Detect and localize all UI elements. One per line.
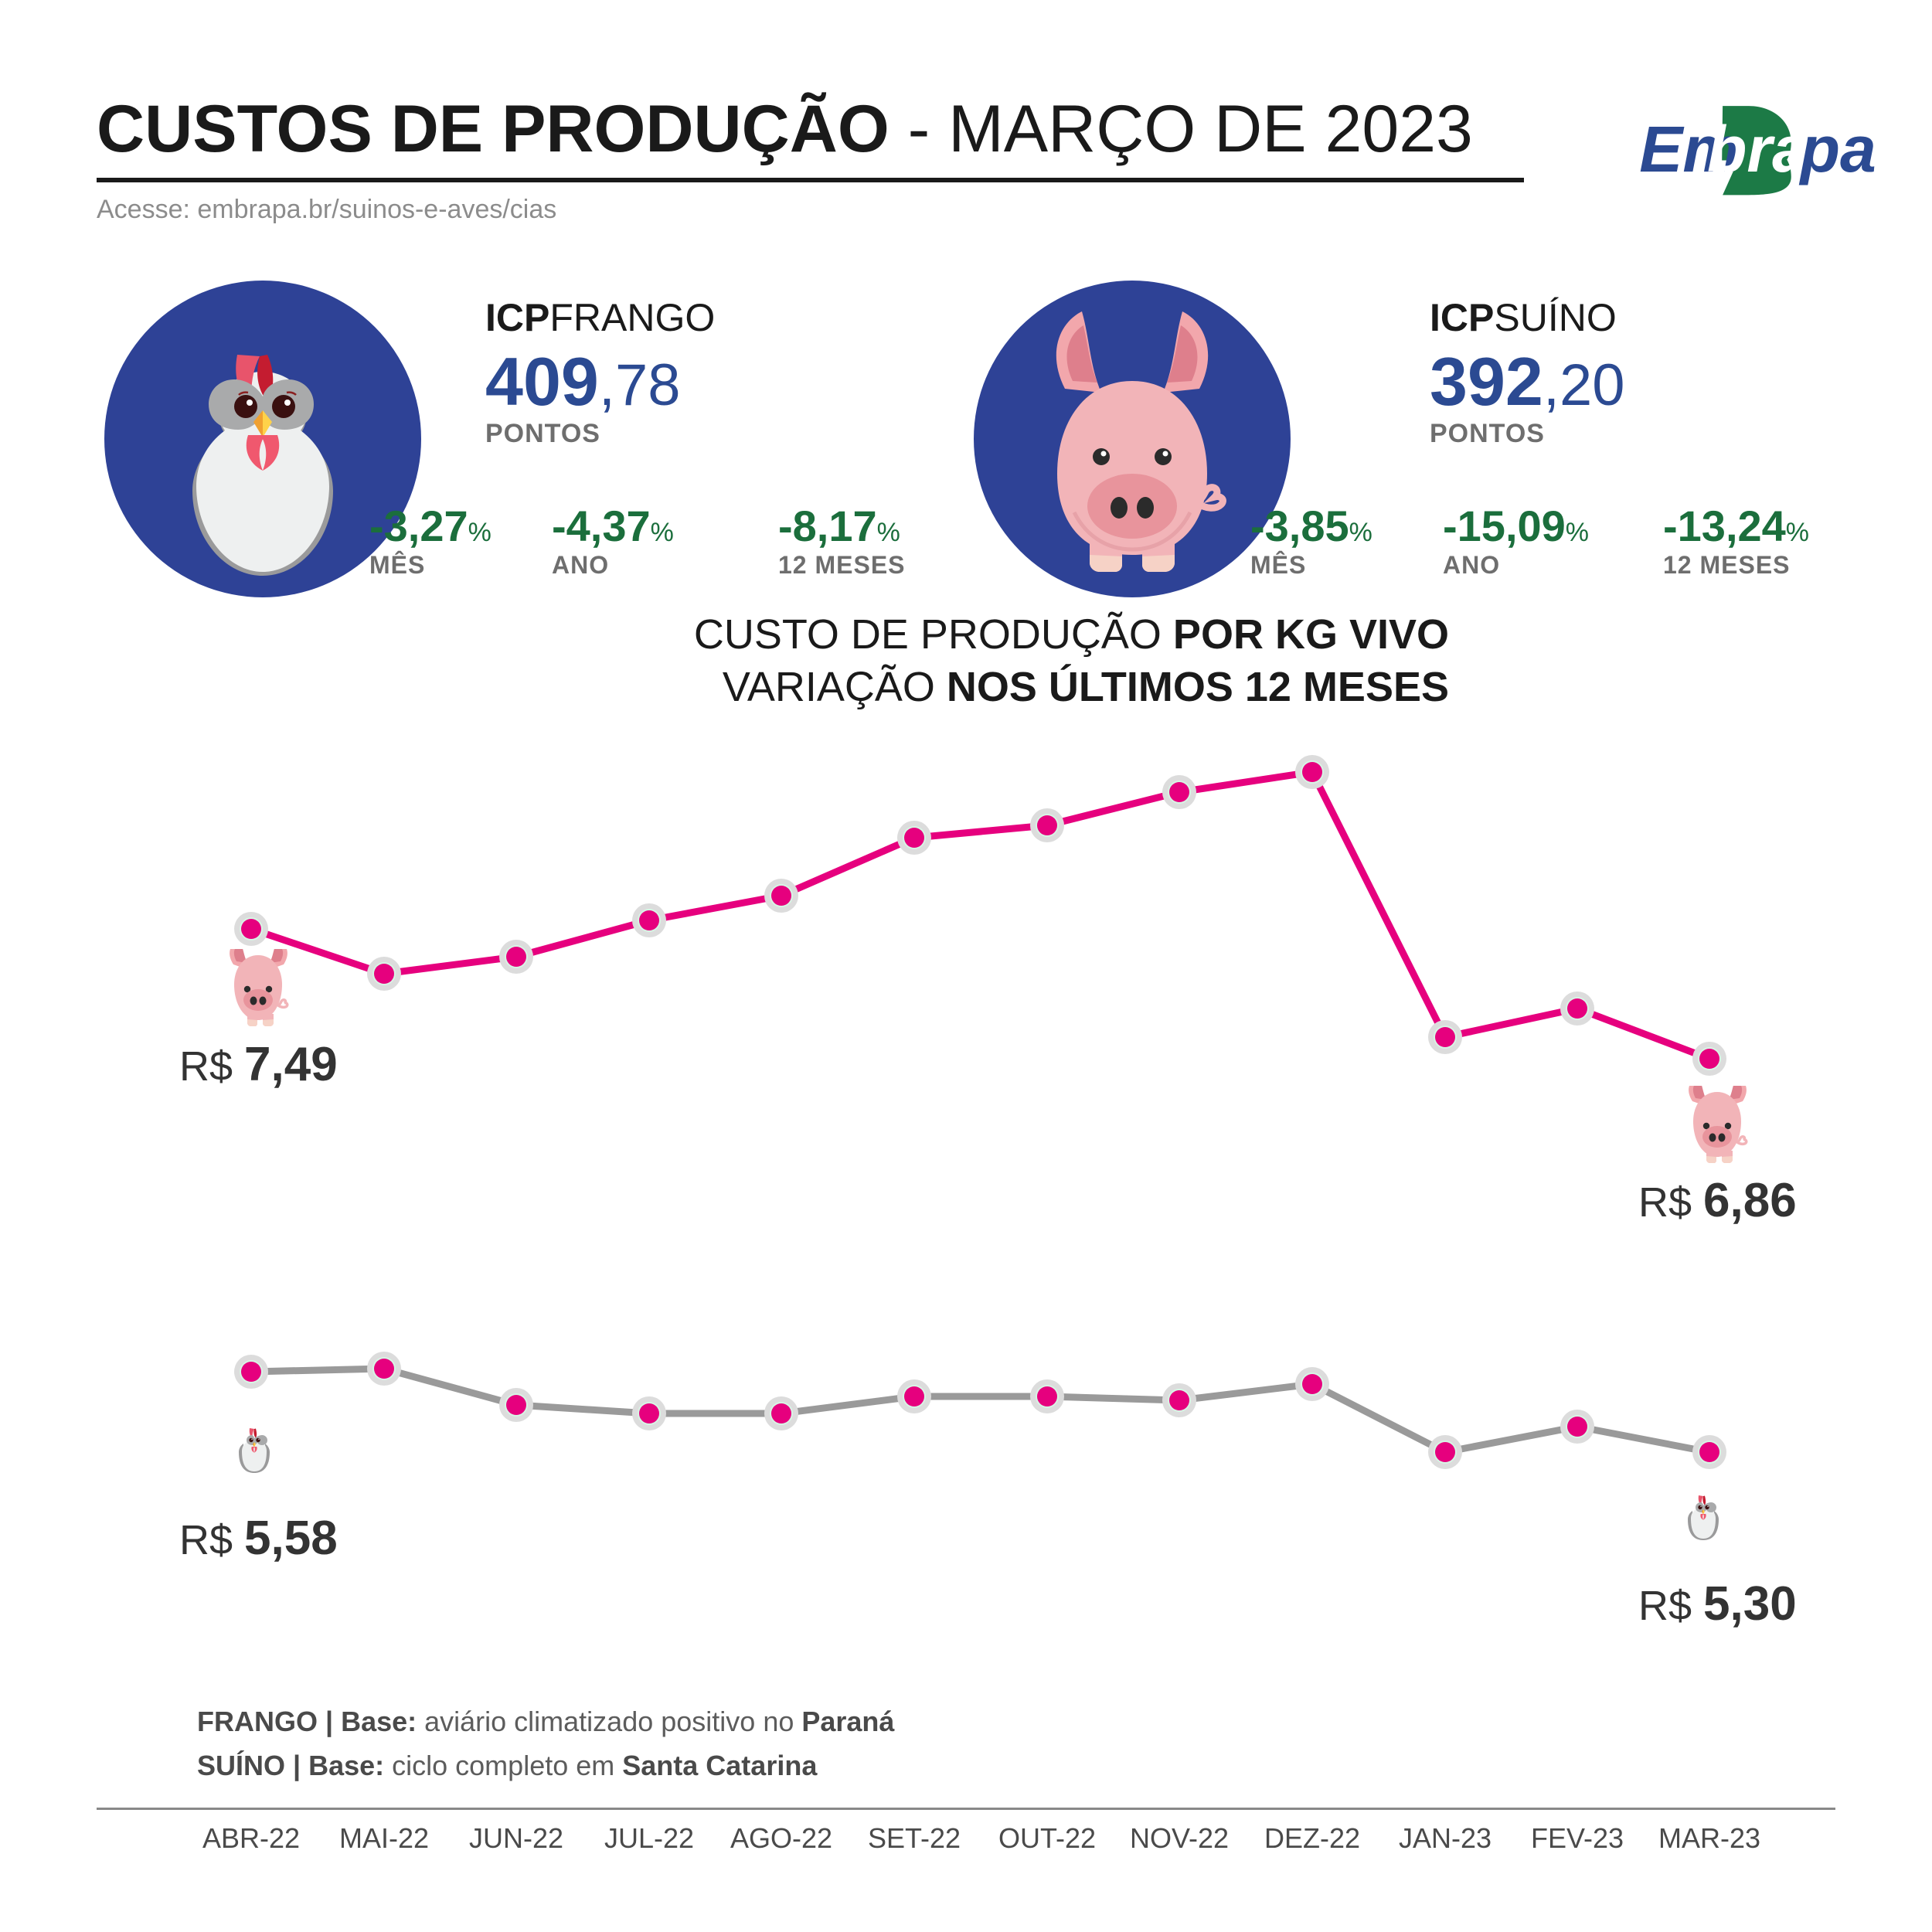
svg-text:bra: bra xyxy=(1707,113,1808,185)
svg-text:pa: pa xyxy=(1799,113,1876,185)
